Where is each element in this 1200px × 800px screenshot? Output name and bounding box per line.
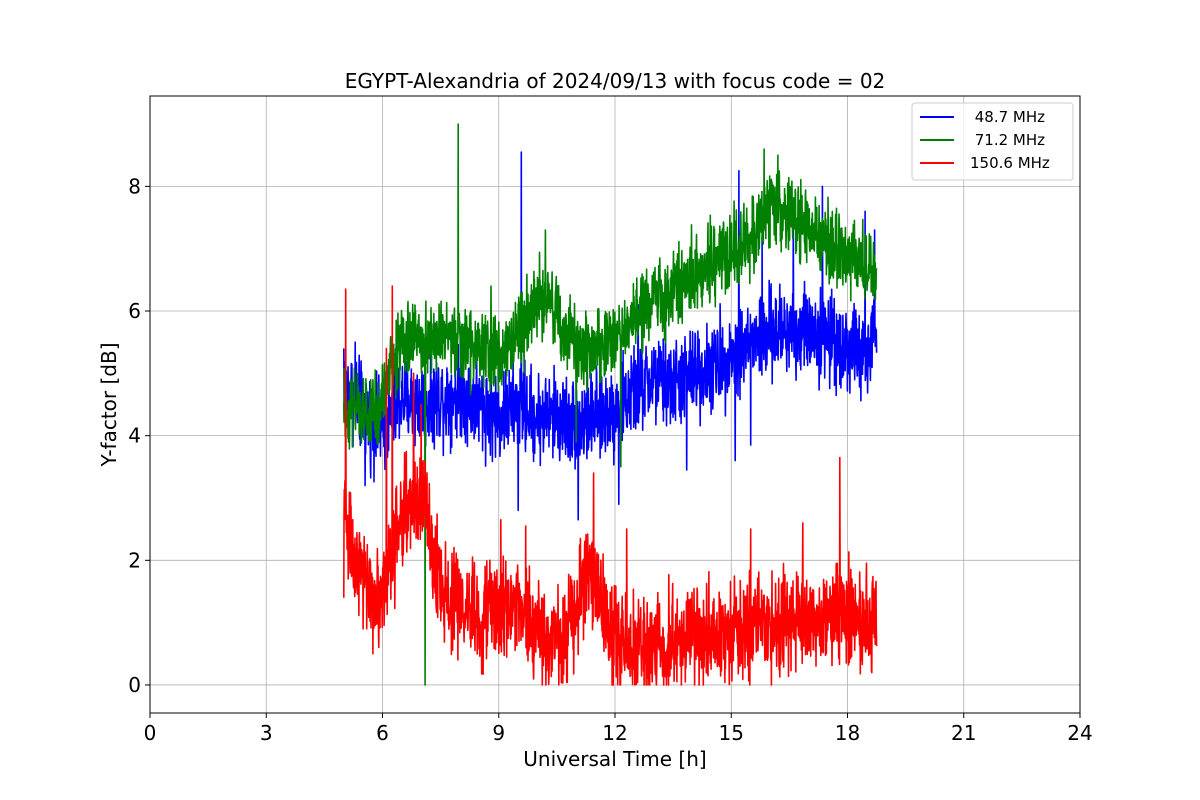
x-tick-label: 6	[376, 721, 389, 745]
x-tick-label: 9	[492, 721, 505, 745]
y-tick-label: 4	[128, 424, 141, 448]
y-tick-label: 2	[128, 548, 141, 572]
x-tick-label: 0	[144, 721, 157, 745]
y-tick-label: 6	[128, 299, 141, 323]
y-tick-label: 8	[128, 174, 141, 198]
legend-box	[911, 102, 1074, 181]
x-tick-label: 18	[835, 721, 860, 745]
series-lines	[343, 123, 878, 686]
legend-label: 150.6 MHz	[970, 154, 1050, 172]
legend-label: 71.2 MHz	[970, 131, 1045, 149]
legend: 48.7 MHz 71.2 MHz 150.6 MHz	[911, 102, 1074, 181]
legend-label: 48.7 MHz	[970, 108, 1045, 126]
series-line	[343, 151, 878, 521]
x-tick-label: 15	[719, 721, 744, 745]
y-tick-label: 0	[128, 673, 141, 697]
series-line	[343, 285, 878, 686]
x-tick-label: 3	[260, 721, 273, 745]
series-line	[343, 123, 878, 686]
x-tick-label: 12	[602, 721, 627, 745]
x-tick-label: 21	[951, 721, 976, 745]
y-axis-label: Y-factor [dB]	[97, 342, 121, 467]
x-axis-label: Universal Time [h]	[523, 747, 706, 771]
chart-title: EGYPT-Alexandria of 2024/09/13 with focu…	[345, 69, 886, 93]
x-tick-label: 24	[1067, 721, 1092, 745]
